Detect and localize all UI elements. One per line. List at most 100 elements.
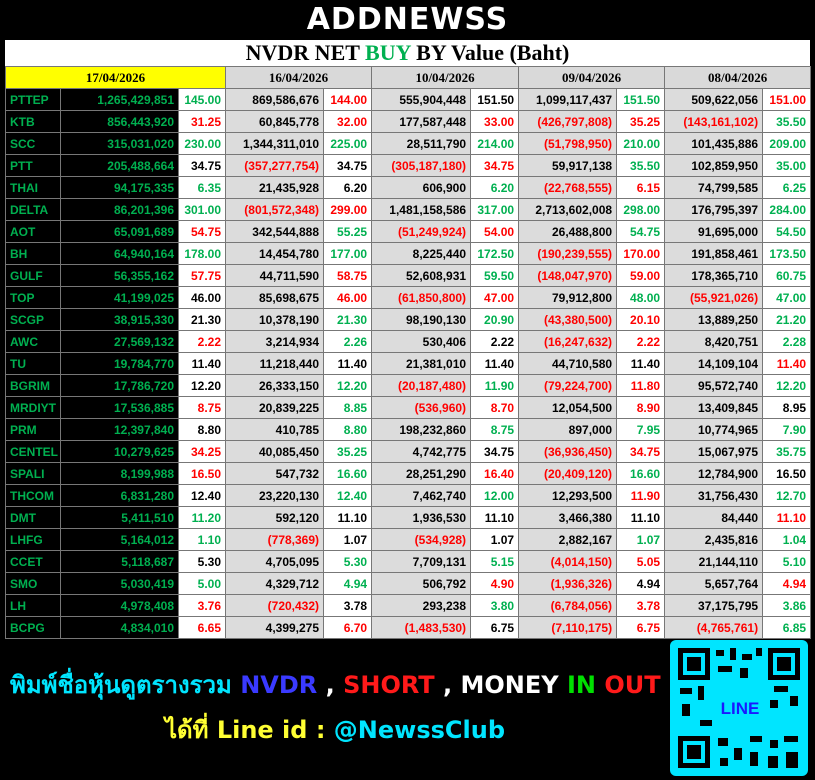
value-cell: 2,882,167	[518, 528, 618, 551]
value-cell: 21,381,010	[371, 352, 472, 375]
promo-text: ,	[317, 671, 344, 699]
value-cell: 342,544,888	[225, 220, 325, 243]
promo-text: NVDR	[240, 671, 318, 699]
price-cell: 6.75	[470, 616, 520, 639]
price-cell: 34.75	[616, 440, 666, 463]
date-header: 09/04/2026	[518, 66, 666, 89]
promo-text: พิมพ์ชื่อหุ้นดูตรางรวม	[10, 671, 241, 699]
value-cell: 14,109,104	[664, 352, 764, 375]
table-row: SCC 315,031,020 230.00 1,344,311,010 225.00 2…	[5, 132, 812, 155]
price-cell: 2.22	[616, 330, 666, 353]
value-cell: 4,834,010	[60, 616, 179, 639]
price-cell: 11.40	[762, 352, 812, 375]
price-cell: 16.60	[616, 462, 666, 485]
price-cell: 1.10	[177, 528, 227, 551]
table-row: THAI 94,175,335 6.35 21,435,928 6.20 606,900 6…	[5, 176, 812, 199]
price-cell: 20.10	[616, 308, 666, 331]
price-cell: 11.40	[177, 352, 227, 375]
value-cell: 85,698,675	[225, 286, 325, 309]
price-cell: 35.25	[616, 110, 666, 133]
price-cell: 151.00	[762, 88, 812, 111]
table-row: SPALI 8,199,988 16.50 547,732 16.60 28,251,29…	[5, 462, 812, 485]
price-cell: 58.75	[323, 264, 373, 287]
value-cell: 178,365,710	[664, 264, 764, 287]
price-cell: 4.94	[616, 572, 666, 595]
price-cell: 31.25	[177, 110, 227, 133]
value-cell: 509,622,056	[664, 88, 764, 111]
symbol-cell: CCET	[5, 550, 61, 573]
value-cell: 530,406	[371, 330, 472, 353]
value-cell: (143,161,102)	[664, 110, 764, 133]
price-cell: 7.90	[762, 418, 812, 441]
price-cell: 54.75	[177, 220, 227, 243]
value-cell: 205,488,664	[60, 154, 179, 177]
price-cell: 210.00	[616, 132, 666, 155]
price-cell: 2.26	[323, 330, 373, 353]
value-cell: (7,110,175)	[518, 616, 618, 639]
value-cell: 74,799,585	[664, 176, 764, 199]
value-cell: (6,784,056)	[518, 594, 618, 617]
value-cell: 17,536,885	[60, 396, 179, 419]
value-cell: 2,713,602,008	[518, 198, 618, 221]
value-cell: (1,936,326)	[518, 572, 618, 595]
price-cell: 48.00	[616, 286, 666, 309]
value-cell: (51,249,924)	[371, 220, 472, 243]
price-cell: 6.75	[616, 616, 666, 639]
symbol-cell: DMT	[5, 506, 61, 529]
promo-text: OUT	[595, 671, 661, 699]
price-cell: 47.00	[762, 286, 812, 309]
price-cell: 177.00	[323, 242, 373, 265]
value-cell: 5,030,419	[60, 572, 179, 595]
value-cell: (36,936,450)	[518, 440, 618, 463]
value-cell: 11,218,440	[225, 352, 325, 375]
value-cell: 26,488,800	[518, 220, 618, 243]
value-cell: (801,572,348)	[225, 198, 325, 221]
value-cell: 555,904,448	[371, 88, 472, 111]
price-cell: 21.20	[762, 308, 812, 331]
value-cell: 102,859,950	[664, 154, 764, 177]
price-cell: 151.50	[470, 88, 520, 111]
price-cell: 11.40	[470, 352, 520, 375]
value-cell: (20,187,480)	[371, 374, 472, 397]
value-cell: (79,224,700)	[518, 374, 618, 397]
price-cell: 5.30	[177, 550, 227, 573]
value-cell: 1,344,311,010	[225, 132, 325, 155]
price-cell: 8.75	[177, 396, 227, 419]
price-cell: 5.00	[177, 572, 227, 595]
promo-line: พิมพ์ชื่อหุ้นดูตรางรวม NVDR , SHORT , MO…	[10, 668, 661, 702]
price-cell: 35.00	[762, 154, 812, 177]
value-cell: 4,742,775	[371, 440, 472, 463]
table-row: LHFG 5,164,012 1.10 (778,369) 1.07 (534,928) 1…	[5, 528, 812, 551]
price-cell: 6.15	[616, 176, 666, 199]
table-row: BGRIM 17,786,720 12.20 26,333,150 12.20 (20,1…	[5, 374, 812, 397]
price-cell: 59.50	[470, 264, 520, 287]
symbol-cell: PTTEP	[5, 88, 61, 111]
price-cell: 8.85	[323, 396, 373, 419]
value-cell: 64,940,164	[60, 242, 179, 265]
price-cell: 5.05	[616, 550, 666, 573]
value-cell: (357,277,754)	[225, 154, 325, 177]
table-row: TOP 41,199,025 46.00 85,698,675 46.00 (61,850…	[5, 286, 812, 309]
value-cell: 869,586,676	[225, 88, 325, 111]
value-cell: 410,785	[225, 418, 325, 441]
nvdr-table: 17/04/2026 16/04/2026 10/04/2026 09/04/2026…	[4, 66, 812, 639]
symbol-cell: TU	[5, 352, 61, 375]
value-cell: 592,120	[225, 506, 325, 529]
price-cell: 21.30	[177, 308, 227, 331]
value-cell: 41,199,025	[60, 286, 179, 309]
price-cell: 209.00	[762, 132, 812, 155]
price-cell: 11.90	[470, 374, 520, 397]
value-cell: 12,784,900	[664, 462, 764, 485]
value-cell: 98,190,130	[371, 308, 472, 331]
promo-line: ได้ที่ Line id : @NewssClub	[10, 713, 660, 747]
price-cell: 7.95	[616, 418, 666, 441]
price-cell: 34.25	[177, 440, 227, 463]
price-cell: 1.04	[762, 528, 812, 551]
value-cell: 5,118,687	[60, 550, 179, 573]
value-cell: 3,466,380	[518, 506, 618, 529]
symbol-cell: LH	[5, 594, 61, 617]
price-cell: 151.50	[616, 88, 666, 111]
value-cell: 19,784,770	[60, 352, 179, 375]
price-cell: 3.80	[470, 594, 520, 617]
